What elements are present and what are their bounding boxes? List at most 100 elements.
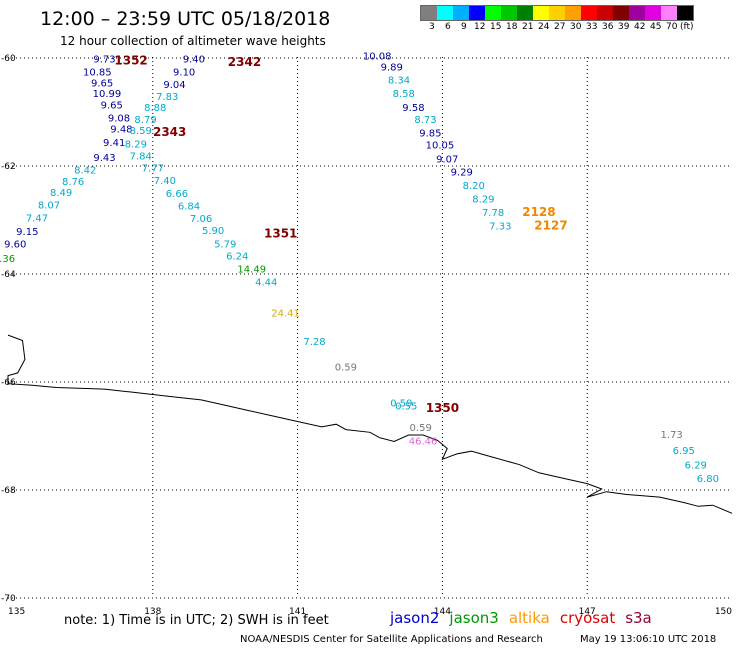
wave-height-label: 46.46 <box>409 436 438 447</box>
legend-swatch <box>469 6 485 20</box>
wave-height-label: 7.28 <box>303 337 325 348</box>
wave-height-label: 7.06 <box>190 214 212 225</box>
wave-height-label: 0.55 <box>395 401 417 412</box>
wave-height-label: 8.29 <box>125 139 147 150</box>
lon-tick-label: 138 <box>144 607 161 617</box>
wave-height-label: 8.20 <box>463 181 485 192</box>
legend-unit: (ft) <box>680 22 694 32</box>
wave-height-label: 7.40 <box>154 176 176 187</box>
wave-height-label: 9.48 <box>110 124 132 135</box>
pass-number-label: 2127 <box>534 218 567 232</box>
lat-tick-label: -60 <box>1 54 16 64</box>
wave-height-label: 0.59 <box>335 362 357 373</box>
lat-tick-label: -68 <box>1 486 16 496</box>
legend-bin-label: 18 <box>506 22 518 32</box>
legend-swatch <box>581 6 597 20</box>
pass-number-label: 1352 <box>114 54 147 68</box>
wave-height-label: 10.05 <box>426 140 455 151</box>
legend-bin-label: 9 <box>461 22 467 32</box>
legend-bin-label: 70 <box>666 22 678 32</box>
wave-height-label: 0.59 <box>410 423 432 434</box>
coastline <box>7 334 733 514</box>
wave-height-label: 8.34 <box>388 76 410 87</box>
wave-height-label: 9.65 <box>101 101 123 112</box>
legend-swatch <box>485 6 501 20</box>
wave-height-label: 8.58 <box>393 89 415 100</box>
mission-name: s3a <box>625 609 652 627</box>
wave-height-label: 8.88 <box>144 103 166 114</box>
legend-bin-label: 39 <box>618 22 630 32</box>
pass-number-label: 1350 <box>426 401 459 415</box>
wave-height-label: 7.77 <box>142 164 164 175</box>
wave-height-label: 9.15 <box>16 227 38 238</box>
wave-height-label: 6.80 <box>697 474 719 485</box>
generated-timestamp: May 19 13:06:10 UTC 2018 <box>580 634 717 645</box>
lon-tick-label: 144 <box>434 607 451 617</box>
legend-swatch <box>629 6 645 20</box>
lon-tick-label: 141 <box>289 607 306 617</box>
wave-height-label: 9.85 <box>419 129 441 140</box>
legend-bin-label: 12 <box>474 22 486 32</box>
wave-height-label: 0.59 <box>390 399 412 410</box>
legend-bin-label: 24 <box>538 22 550 32</box>
wave-height-label: 5.79 <box>214 239 236 250</box>
wave-height-label: 15.36 <box>0 254 15 265</box>
legend-bin-label: 33 <box>586 22 598 32</box>
legend-swatch <box>533 6 549 20</box>
legend-swatch <box>437 6 453 20</box>
legend-bin-label: 27 <box>554 22 566 32</box>
wave-height-label: 8.49 <box>50 188 72 199</box>
legend-swatch <box>645 6 661 20</box>
wave-height-label: 9.73 <box>93 55 115 66</box>
legend-bin-label: 30 <box>570 22 582 32</box>
legend-bin-label: 36 <box>602 22 614 32</box>
page-title: 12:00 – 23:59 UTC 05/18/2018 <box>40 8 331 30</box>
footer-note: note: 1) Time is in UTC; 2) SWH is in fe… <box>64 613 329 628</box>
wave-height-label: 9.60 <box>4 239 26 250</box>
wave-height-label: 7.47 <box>26 213 48 224</box>
color-legend <box>420 5 694 21</box>
legend-swatch <box>661 6 677 20</box>
legend-bin-label: 21 <box>522 22 534 32</box>
wave-height-label: 5.90 <box>202 226 224 237</box>
wave-height-label: 6.24 <box>226 252 248 263</box>
mission-legend: jason2 jason3 altika cryosat s3a <box>390 609 662 627</box>
legend-swatch <box>517 6 533 20</box>
wave-height-label: 10.99 <box>93 89 122 100</box>
wave-height-label: 14.49 <box>237 265 266 276</box>
wave-height-label: 9.07 <box>436 155 458 166</box>
pass-number-label: 1351 <box>264 227 297 241</box>
lat-tick-label: -70 <box>1 594 16 604</box>
wave-height-label: 8.79 <box>134 115 156 126</box>
legend-swatch <box>597 6 613 20</box>
legend-bin-label: 6 <box>445 22 451 32</box>
legend-swatch <box>565 6 581 20</box>
wave-height-label: 4.44 <box>255 278 277 289</box>
mission-name: jason3 <box>449 609 499 627</box>
legend-swatch <box>549 6 565 20</box>
wave-height-label: 8.76 <box>62 177 84 188</box>
lat-tick-label: -62 <box>1 162 16 172</box>
lon-tick-label: 147 <box>579 607 596 617</box>
mission-name: jason2 <box>390 609 440 627</box>
lon-tick-label: 135 <box>8 607 25 617</box>
legend-swatch <box>613 6 629 20</box>
wave-height-label: 8.42 <box>74 165 96 176</box>
pass-number-label: 2343 <box>153 125 186 139</box>
legend-bin-label: 45 <box>650 22 662 32</box>
wave-height-label: 9.40 <box>183 55 205 66</box>
legend-swatch <box>453 6 469 20</box>
wave-height-label: 7.83 <box>156 92 178 103</box>
wave-height-label: 1.73 <box>661 430 683 441</box>
wave-height-label: 9.08 <box>108 113 130 124</box>
legend-bin-label: 3 <box>429 22 435 32</box>
wave-height-label: 10.08 <box>363 51 392 62</box>
wave-height-label: 8.59 <box>130 126 152 137</box>
pass-number-label: 2128 <box>522 205 555 219</box>
wave-height-label: 9.65 <box>91 78 113 89</box>
wave-height-label: 9.29 <box>451 167 473 178</box>
wave-height-label: 7.78 <box>482 208 504 219</box>
mission-name: cryosat <box>559 609 616 627</box>
wave-height-label: 6.66 <box>166 189 188 200</box>
mission-name: altika <box>508 609 550 627</box>
